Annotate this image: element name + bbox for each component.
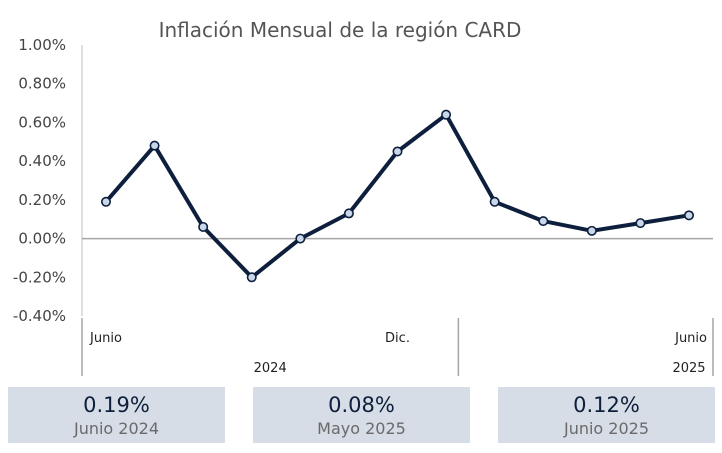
kpi-value: 0.08% <box>328 393 395 417</box>
y-tick-label: 0.80% <box>18 75 66 93</box>
series-layer <box>101 109 694 283</box>
inflation-chart: Inflación Mensual de la región CARD 1.00… <box>13 18 714 376</box>
year-group-label: 2025 <box>672 361 705 376</box>
y-tick-label: 1.00% <box>18 36 66 54</box>
x-tick-label: Junio <box>89 331 122 346</box>
x-axis: Junio Dic. Junio 2024 2025 <box>81 318 714 376</box>
y-tick-label: 0.60% <box>18 113 66 131</box>
kpi-label: Mayo 2025 <box>317 419 406 438</box>
kpi-box-junio-2024: 0.19% Junio 2024 <box>8 387 225 443</box>
kpi-label: Junio 2024 <box>73 419 160 438</box>
y-tick-label: -0.40% <box>13 307 66 325</box>
data-point <box>489 196 500 207</box>
y-axis: 1.00% 0.80% 0.60% 0.40% 0.20% 0.00% -0.20% -0.4… <box>13 36 713 325</box>
data-point <box>683 210 694 221</box>
kpi-value: 0.19% <box>83 393 150 417</box>
kpi-value: 0.12% <box>573 393 640 417</box>
y-tick-label: 0.40% <box>18 152 66 170</box>
data-point <box>586 225 597 236</box>
kpi-box-mayo-2025: 0.08% Mayo 2025 <box>253 387 470 443</box>
kpi-box-junio-2025: 0.12% Junio 2025 <box>498 387 715 443</box>
data-point <box>392 146 403 157</box>
data-point <box>149 140 160 151</box>
data-point <box>635 218 646 229</box>
chart-title: Inflación Mensual de la región CARD <box>159 18 522 42</box>
data-point <box>246 272 257 283</box>
year-group-label: 2024 <box>254 361 287 376</box>
kpi-label: Junio 2025 <box>563 419 650 438</box>
y-tick-label: 0.00% <box>18 230 66 248</box>
data-point <box>343 208 354 219</box>
x-tick-label: Dic. <box>385 331 410 346</box>
data-point <box>101 196 112 207</box>
y-tick-label: 0.20% <box>18 191 66 209</box>
data-point <box>441 109 452 120</box>
x-tick-label: Junio <box>674 331 707 346</box>
data-point <box>295 233 306 244</box>
y-tick-label: -0.20% <box>13 268 66 286</box>
series-line <box>104 112 691 280</box>
data-point <box>198 221 209 232</box>
data-point <box>538 216 549 227</box>
chart-svg: Inflación Mensual de la región CARD 1.00… <box>13 18 714 376</box>
